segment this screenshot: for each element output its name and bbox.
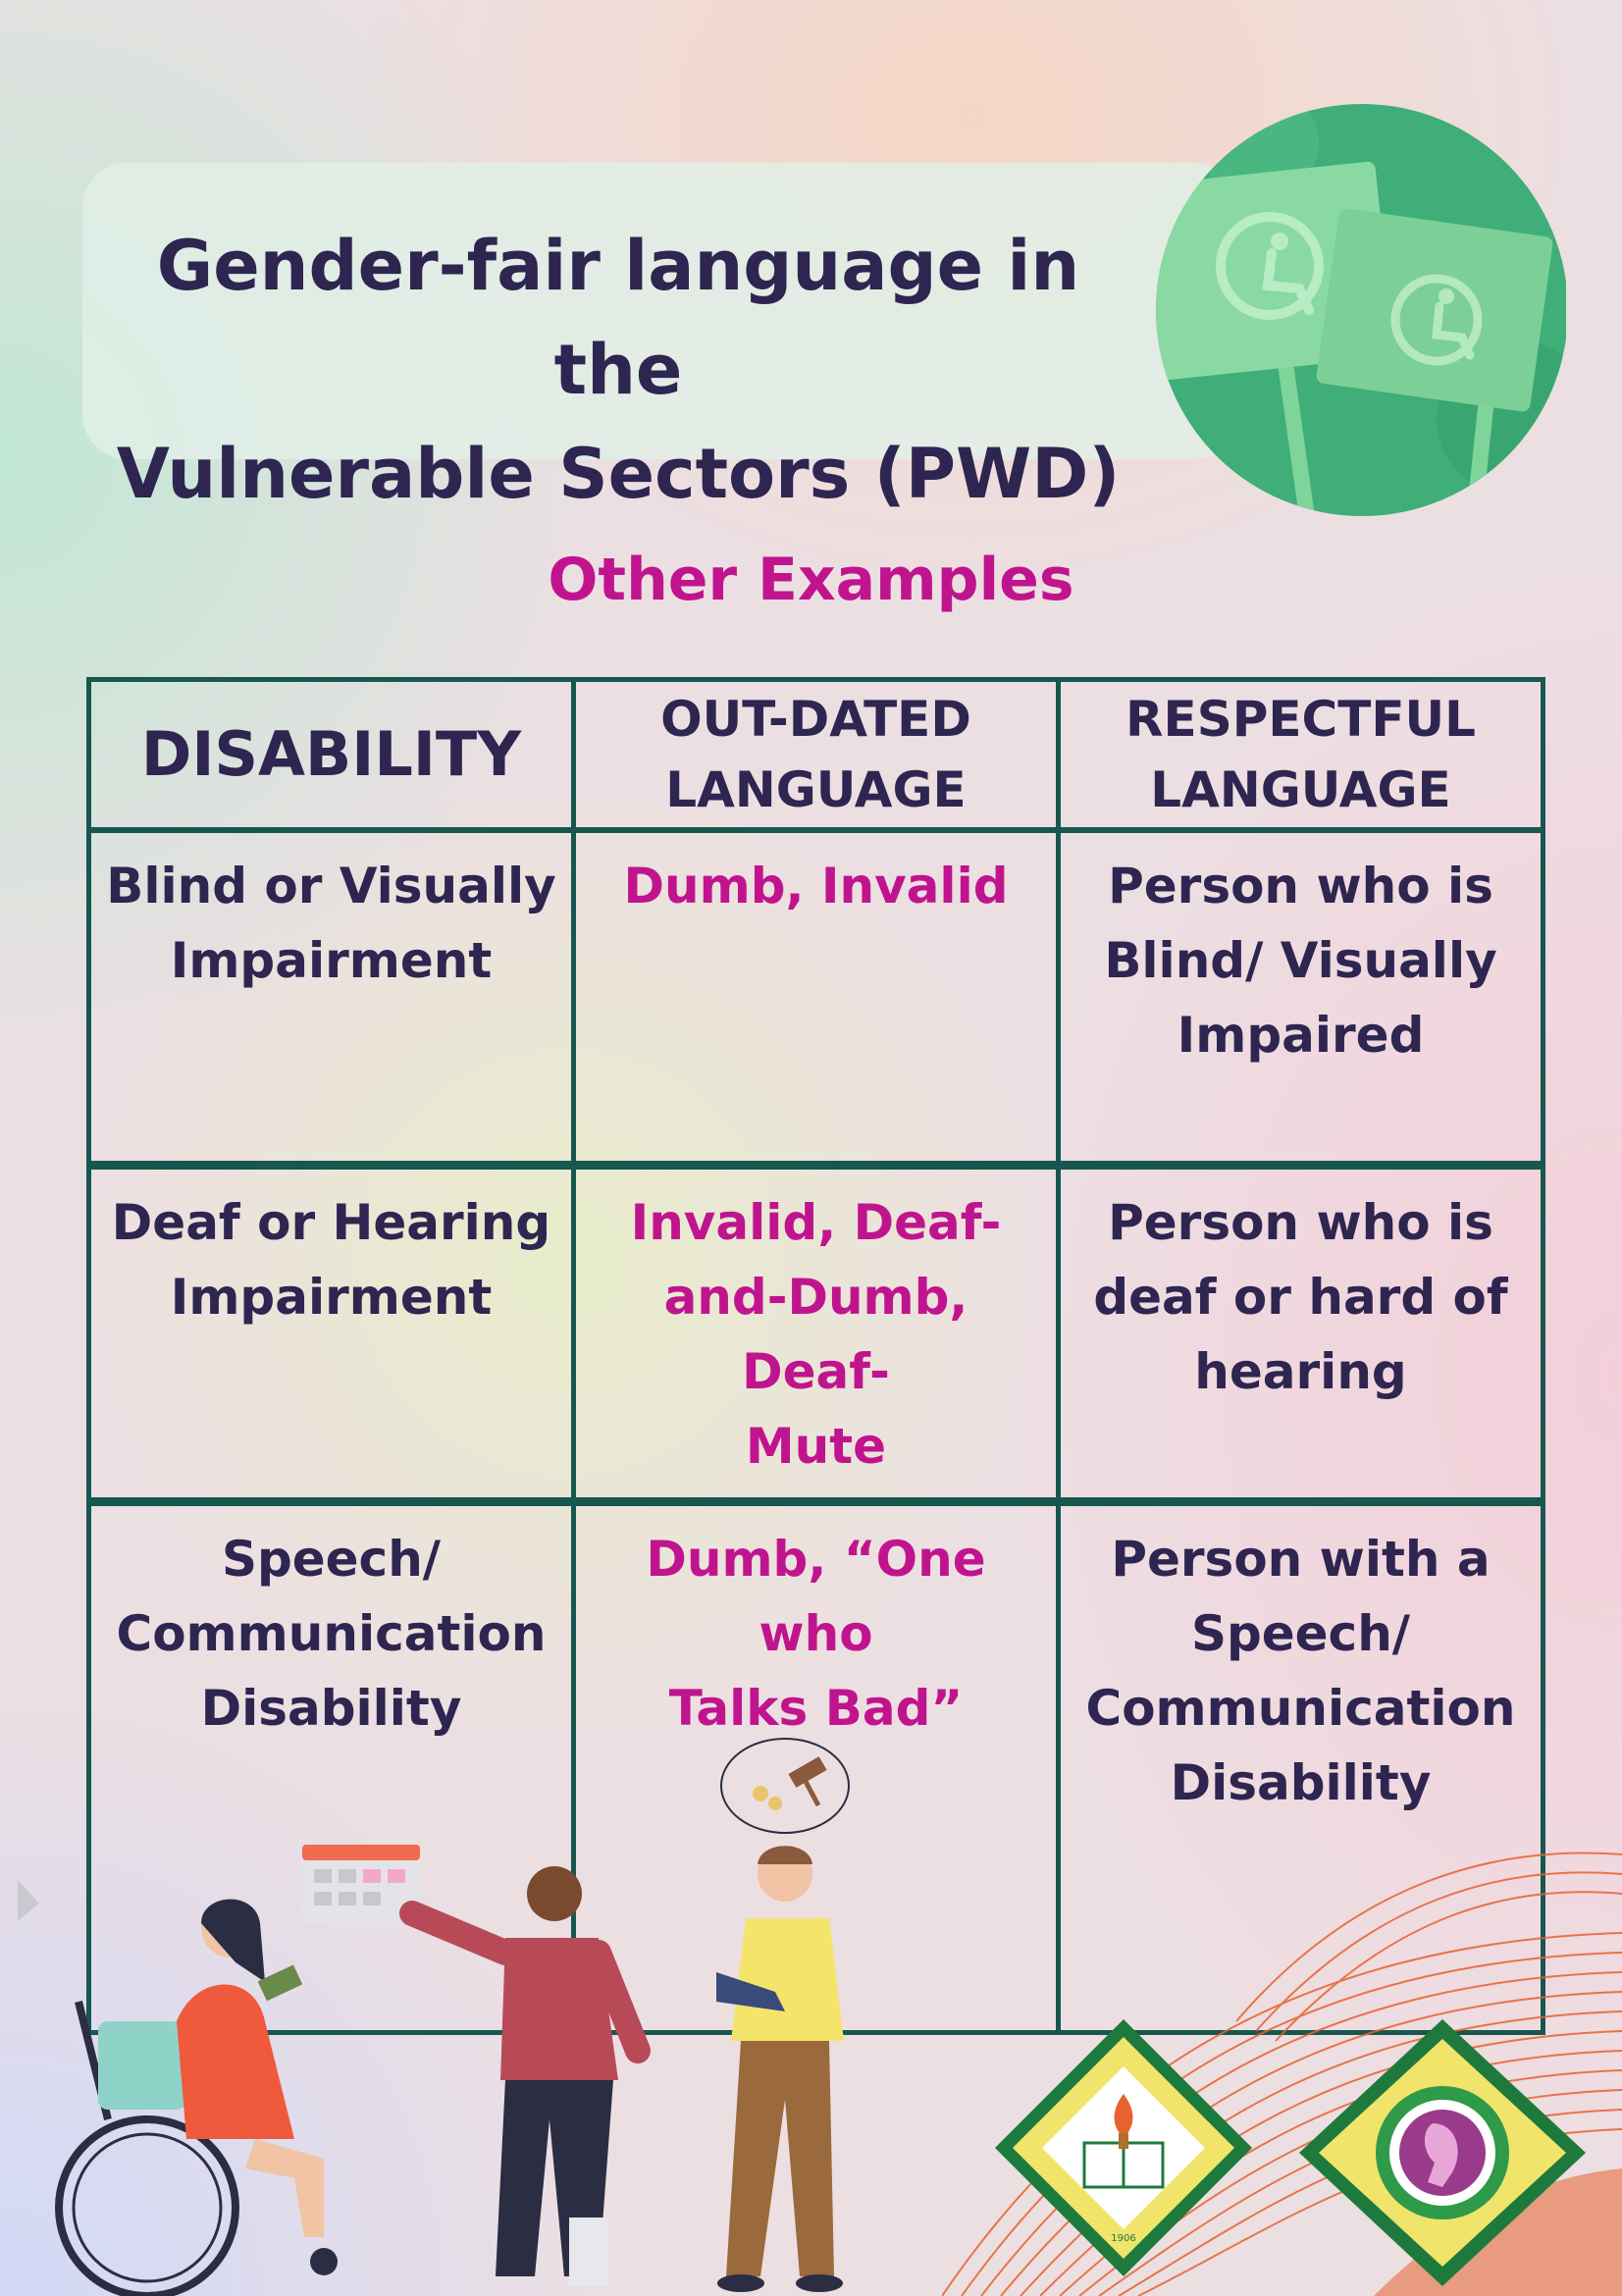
- cell-disability: Blind or Visually Impairment: [86, 830, 576, 1170]
- table-row: Speech/ Communication Disability Dumb, “…: [86, 1501, 1545, 2035]
- man-with-sling: [716, 1738, 850, 2292]
- cvsu-logo: 1906: [995, 2019, 1252, 2276]
- header-disability: DISABILITY: [86, 677, 576, 833]
- cell-respectful: Person who is Blind/ Visually Impaired: [1056, 830, 1545, 1170]
- examples-table: DISABILITY OUT-DATED LANGUAGE RESPECTFUL…: [86, 677, 1545, 2035]
- header-outdated: OUT-DATED LANGUAGE: [571, 677, 1061, 833]
- decorative-triangle: [18, 1880, 39, 1921]
- page-title: Gender-fair language in the Vulnerable S…: [98, 214, 1138, 526]
- gad-logo: [1299, 2019, 1586, 2286]
- table-header-row: DISABILITY OUT-DATED LANGUAGE RESPECTFUL…: [86, 677, 1545, 833]
- cell-outdated: Invalid, Deaf- and-Dumb, Deaf- Mute: [571, 1165, 1061, 1506]
- title-line-1: Gender-fair language in the: [156, 226, 1080, 410]
- table-row: Blind or Visually Impairment Dumb, Inval…: [86, 830, 1545, 1170]
- table-row: Deaf or Hearing Impairment Invalid, Deaf…: [86, 1165, 1545, 1506]
- cell-disability: Deaf or Hearing Impairment: [86, 1165, 576, 1506]
- wheelchair-sign-icon: [1156, 104, 1566, 516]
- wheelchair-woman: [55, 1899, 338, 2296]
- man-pointing: [302, 1845, 651, 2286]
- gavel-thought-icon: [753, 1756, 827, 1810]
- people-illustration: [55, 1738, 850, 2296]
- cell-outdated: Dumb, Invalid: [571, 830, 1061, 1170]
- title-box: [82, 163, 1240, 459]
- svg-text:1906: 1906: [1111, 2233, 1135, 2244]
- title-line-2: Vulnerable Sectors (PWD): [116, 434, 1121, 514]
- cell-respectful: Person who is deaf or hard of hearing: [1056, 1165, 1545, 1506]
- cell-respectful: Person with a Speech/ Communication Disa…: [1056, 1501, 1545, 2035]
- section-title: Other Examples: [548, 546, 1074, 614]
- header-respectful: RESPECTFUL LANGUAGE: [1056, 677, 1545, 833]
